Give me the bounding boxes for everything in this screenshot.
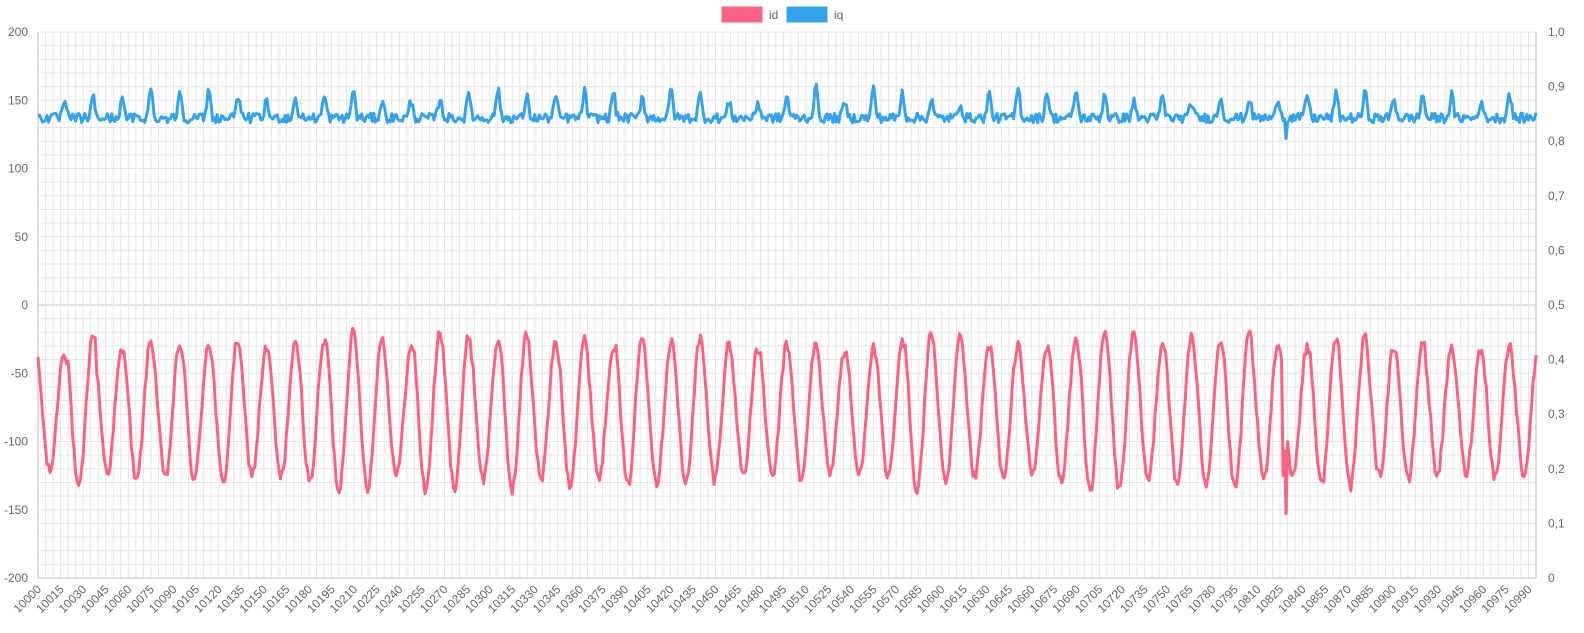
- series-line-id: [36, 326, 1538, 516]
- right-tick-label: 0,2: [1548, 462, 1565, 476]
- legend: id iq: [721, 6, 843, 23]
- left-tick-label: -50: [11, 366, 29, 380]
- left-tick-label: 0: [21, 298, 28, 312]
- left-tick-label: -200: [4, 571, 28, 585]
- right-y-axis-ticks: 1,0 0,9 0,8 0,7 0,6 0,5 0,4 0,3 0,2 0,1 0: [1548, 25, 1565, 585]
- right-tick-label: 0,8: [1548, 134, 1565, 148]
- axes: [37, 32, 1537, 579]
- right-tick-label: 1,0: [1548, 25, 1565, 39]
- right-tick-label: 0,4: [1548, 353, 1565, 367]
- x-axis-ticks: 1000010015100301004510060100751009010105…: [11, 582, 1535, 616]
- right-tick-label: 0,3: [1548, 407, 1565, 421]
- left-tick-label: -150: [4, 503, 28, 517]
- legend-swatch-iq: [786, 6, 828, 23]
- left-tick-label: 200: [8, 25, 28, 39]
- right-tick-label: 0,5: [1548, 298, 1565, 312]
- left-tick-label: 50: [15, 230, 29, 244]
- left-tick-label: 150: [8, 93, 28, 107]
- legend-swatch-id: [721, 6, 763, 23]
- right-tick-label: 0,7: [1548, 189, 1565, 203]
- legend-label-id: id: [769, 8, 778, 22]
- left-y-axis-ticks: 200 150 100 50 0 -50 -100 -150 -200: [4, 25, 28, 585]
- legend-label-iq: iq: [834, 8, 843, 22]
- series-line-iq: [37, 82, 1538, 140]
- left-tick-label: -100: [4, 435, 28, 449]
- left-tick-label: 100: [8, 162, 28, 176]
- right-tick-label: 0,1: [1548, 516, 1565, 530]
- right-tick-label: 0,9: [1548, 80, 1565, 94]
- series-lines: [36, 82, 1538, 516]
- right-tick-label: 0: [1548, 571, 1555, 585]
- right-tick-label: 0,6: [1548, 243, 1565, 257]
